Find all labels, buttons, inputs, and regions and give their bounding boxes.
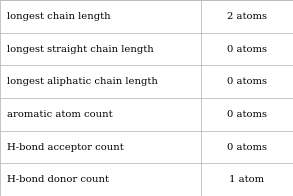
Text: longest straight chain length: longest straight chain length [7, 44, 154, 54]
Text: 0 atoms: 0 atoms [227, 77, 267, 86]
Bar [0, 33, 293, 65]
Text: 0 atoms: 0 atoms [227, 44, 267, 54]
Text: longest aliphatic chain length: longest aliphatic chain length [7, 77, 158, 86]
Text: longest chain length: longest chain length [7, 12, 111, 21]
Bar [0, 131, 293, 163]
Bar [0, 98, 293, 131]
Text: aromatic atom count: aromatic atom count [7, 110, 113, 119]
Bar [0, 0, 293, 33]
Bar [0, 163, 293, 196]
Bar [0, 65, 293, 98]
Text: H-bond donor count: H-bond donor count [7, 175, 109, 184]
Text: 1 atom: 1 atom [229, 175, 264, 184]
Text: 2 atoms: 2 atoms [227, 12, 267, 21]
Text: 0 atoms: 0 atoms [227, 142, 267, 152]
Text: H-bond acceptor count: H-bond acceptor count [7, 142, 124, 152]
Text: 0 atoms: 0 atoms [227, 110, 267, 119]
